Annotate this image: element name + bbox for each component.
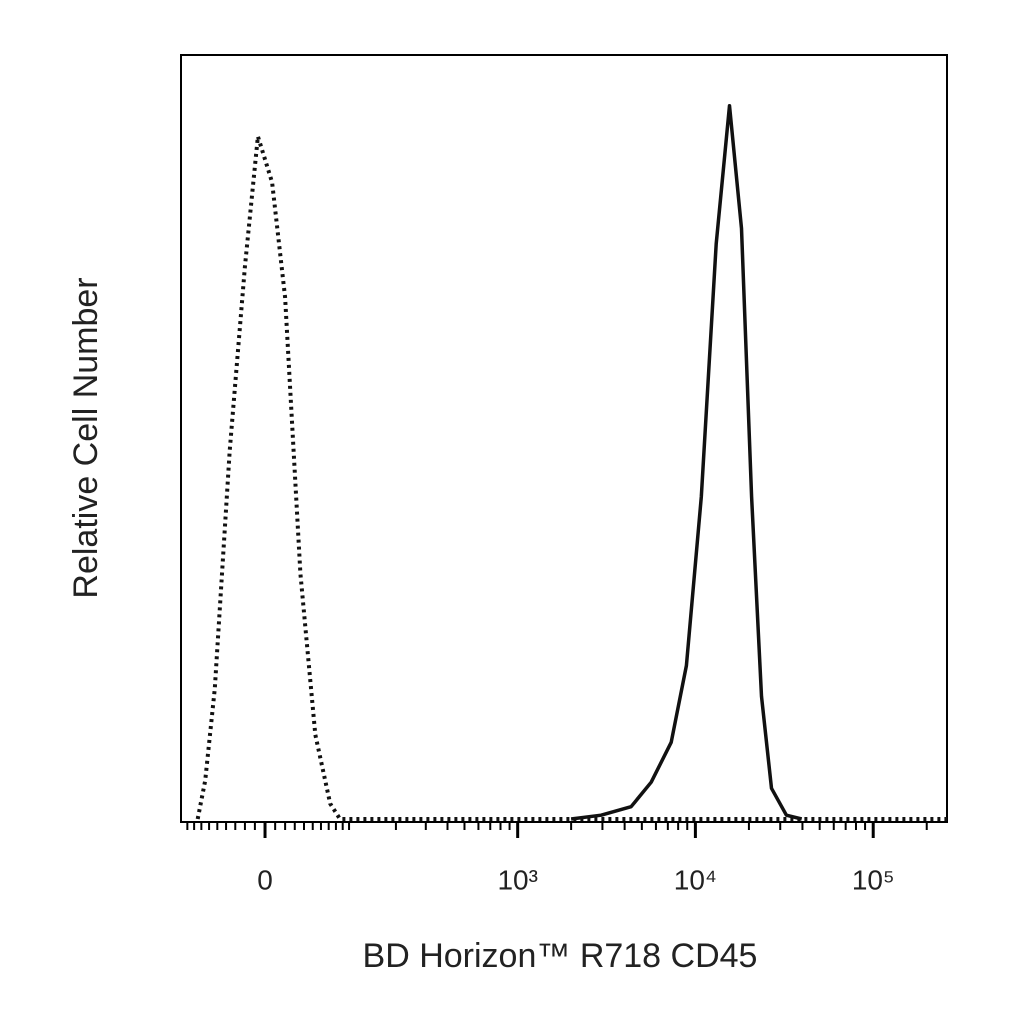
x-tick-label: 10⁵	[852, 864, 895, 895]
y-axis-title: Relative Cell Number	[67, 277, 105, 598]
histogram-line	[195, 134, 947, 821]
x-tick-label: 10³	[497, 864, 537, 895]
x-tick-label: 10⁴	[674, 864, 717, 895]
x-axis-title: BD Horizon™ R718 CD45	[363, 937, 758, 975]
x-tick-label: 0	[257, 864, 273, 895]
histogram-line	[570, 103, 803, 821]
plot-frame	[180, 54, 948, 823]
